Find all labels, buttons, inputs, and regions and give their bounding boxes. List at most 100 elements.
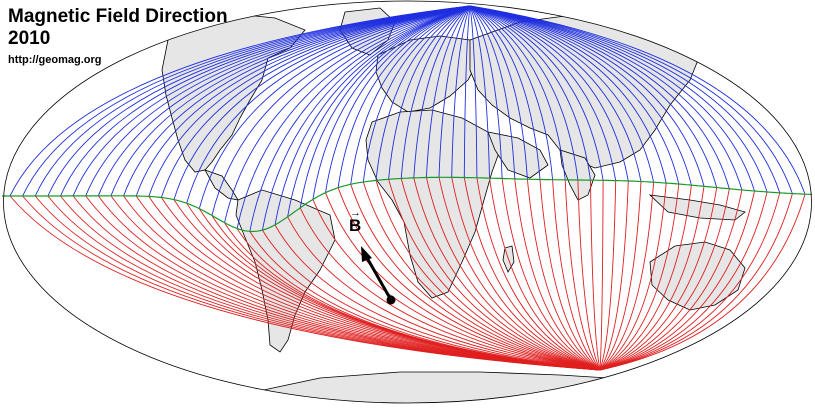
south-field-line bbox=[388, 179, 601, 371]
south-field-line bbox=[599, 180, 617, 371]
south-field-lines bbox=[9, 177, 806, 371]
north-field-line bbox=[47, 5, 471, 197]
south-field-line bbox=[552, 179, 601, 371]
north-field-line bbox=[299, 5, 471, 208]
north-field-line bbox=[469, 5, 806, 195]
south-field-line bbox=[564, 179, 601, 371]
north-field-line bbox=[261, 5, 471, 231]
north-field-line bbox=[469, 5, 516, 179]
south-field-line bbox=[599, 185, 692, 371]
south-field-line bbox=[425, 177, 601, 371]
north-field-line bbox=[148, 5, 471, 197]
land-shape bbox=[765, 297, 783, 326]
north-field-line bbox=[451, 5, 471, 178]
south-field-line bbox=[438, 177, 601, 371]
north-field-line bbox=[469, 5, 591, 181]
south-field-line bbox=[463, 177, 601, 371]
north-field-line bbox=[123, 5, 471, 197]
south-field-line bbox=[599, 182, 655, 371]
north-field-line bbox=[224, 5, 471, 223]
south-field-line bbox=[599, 180, 629, 371]
land-shape bbox=[375, 35, 481, 113]
dip-equator-line bbox=[2, 176, 813, 233]
south-field-line bbox=[599, 182, 667, 371]
south-field-line bbox=[400, 178, 601, 371]
north-field-line bbox=[469, 5, 579, 181]
arrow-icon bbox=[361, 246, 396, 305]
north-field-line bbox=[388, 5, 471, 180]
north-field-line bbox=[400, 5, 471, 179]
south-field-line bbox=[362, 181, 601, 371]
north-field-line bbox=[110, 5, 471, 196]
north-field-line bbox=[469, 5, 554, 180]
field-vector-letter: B bbox=[349, 216, 362, 235]
map-year: 2010 bbox=[8, 28, 51, 49]
south-field-line bbox=[599, 190, 755, 371]
map-title: Magnetic Field Direction bbox=[8, 6, 228, 27]
north-field-line bbox=[469, 5, 692, 186]
north-field-line bbox=[186, 5, 471, 204]
south-field-line bbox=[590, 180, 601, 371]
south-field-line bbox=[514, 178, 601, 371]
south-field-line bbox=[274, 224, 601, 371]
north-field-line bbox=[469, 5, 730, 189]
north-field-line bbox=[425, 5, 471, 178]
north-field-line bbox=[362, 5, 471, 183]
north-field-line bbox=[375, 5, 471, 181]
south-field-line bbox=[599, 191, 768, 371]
north-field-line bbox=[469, 5, 642, 182]
north-field-line bbox=[438, 5, 471, 178]
vector-arrow-icon: → bbox=[350, 207, 361, 219]
south-field-line bbox=[599, 187, 718, 371]
south-field-line bbox=[526, 179, 601, 371]
north-field-line bbox=[469, 5, 743, 191]
north-field-line bbox=[469, 5, 503, 179]
north-field-line bbox=[469, 5, 718, 188]
south-field-line bbox=[599, 186, 705, 371]
north-field-line bbox=[72, 5, 471, 197]
north-field-lines bbox=[9, 5, 806, 232]
map-outline bbox=[3, 0, 812, 404]
north-field-line bbox=[135, 5, 471, 197]
south-field-line bbox=[599, 188, 730, 371]
north-field-line bbox=[413, 5, 471, 178]
south-field-line bbox=[325, 192, 601, 371]
south-field-line bbox=[599, 183, 680, 371]
south-field-line bbox=[501, 178, 601, 371]
south-field-line bbox=[299, 207, 601, 371]
north-field-line bbox=[469, 5, 793, 194]
north-field-line bbox=[469, 5, 667, 184]
north-field-line bbox=[85, 5, 471, 197]
north-field-line bbox=[274, 5, 471, 225]
south-field-line bbox=[262, 229, 601, 371]
south-field-line bbox=[375, 180, 601, 371]
source-url[interactable]: http://geomag.org bbox=[8, 54, 102, 66]
north-field-line bbox=[173, 5, 471, 200]
north-field-line bbox=[463, 5, 471, 178]
south-field-line bbox=[599, 189, 743, 371]
north-field-line bbox=[469, 5, 755, 192]
north-field-line bbox=[469, 5, 705, 187]
south-field-line bbox=[451, 177, 601, 371]
north-field-line bbox=[469, 5, 490, 179]
north-field-line bbox=[337, 5, 471, 188]
south-field-line bbox=[599, 181, 642, 371]
north-field-line bbox=[287, 5, 471, 217]
south-field-line bbox=[476, 177, 601, 371]
north-field-line bbox=[60, 5, 471, 197]
south-field-line bbox=[599, 193, 793, 371]
north-field-line bbox=[469, 5, 655, 183]
north-field-line bbox=[469, 5, 478, 178]
north-field-line bbox=[22, 5, 471, 197]
south-field-line bbox=[599, 180, 604, 371]
north-field-line bbox=[469, 5, 617, 181]
south-field-line bbox=[350, 184, 601, 371]
south-field-line bbox=[489, 178, 601, 371]
south-field-line bbox=[577, 179, 601, 371]
field-vector-label: → B bbox=[349, 207, 362, 236]
south-field-line bbox=[599, 192, 781, 371]
north-field-line bbox=[469, 5, 629, 182]
land-shape bbox=[648, 194, 746, 221]
